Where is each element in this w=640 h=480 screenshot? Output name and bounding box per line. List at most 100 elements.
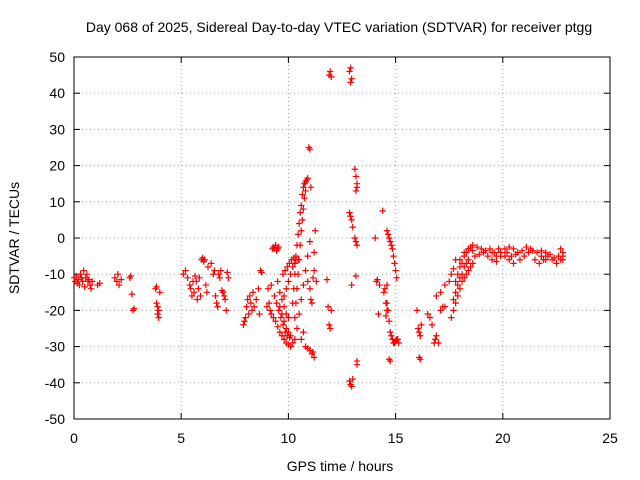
- data-point: [245, 310, 252, 318]
- data-point: [557, 245, 564, 253]
- data-point: [506, 243, 513, 251]
- data-point: [86, 281, 94, 289]
- y-axis-label: SDTVAR / TECUs: [6, 182, 22, 294]
- data-point: [446, 278, 453, 285]
- data-point: [437, 307, 444, 314]
- data-point: [469, 242, 476, 249]
- data-point: [327, 325, 334, 332]
- data-point: [347, 64, 354, 72]
- data-point: [555, 252, 562, 260]
- data-point: [270, 314, 277, 321]
- data-point: [435, 339, 442, 347]
- data-point: [283, 285, 290, 292]
- data-point: [293, 325, 301, 332]
- data-point: [276, 289, 284, 296]
- data-point: [437, 289, 444, 296]
- data-point: [516, 256, 524, 263]
- data-point: [310, 354, 318, 361]
- data-point: [184, 274, 191, 282]
- data-point: [214, 303, 221, 310]
- data-point: [441, 303, 449, 310]
- data-point: [87, 285, 95, 292]
- data-point: [538, 247, 545, 254]
- data-point: [216, 274, 223, 282]
- data-point: [224, 269, 231, 276]
- data-point: [302, 187, 309, 195]
- data-point: [480, 249, 487, 256]
- data-point: [271, 292, 278, 300]
- data-point: [306, 238, 314, 245]
- data-point: [300, 184, 307, 191]
- data-point: [387, 328, 394, 336]
- data-points: [70, 64, 567, 390]
- y-tick-label: 40: [49, 85, 65, 101]
- data-point: [196, 274, 203, 282]
- data-point: [114, 271, 122, 278]
- data-point: [387, 238, 394, 245]
- data-point: [325, 321, 333, 329]
- data-point: [533, 249, 541, 256]
- data-point: [279, 321, 287, 329]
- data-point: [111, 274, 118, 282]
- data-point: [194, 296, 201, 303]
- data-point: [89, 278, 96, 285]
- data-point: [391, 260, 398, 267]
- data-point: [276, 328, 284, 336]
- data-point: [307, 296, 315, 303]
- data-point: [255, 285, 262, 292]
- data-point: [461, 249, 468, 256]
- data-point: [244, 296, 251, 303]
- data-point: [348, 216, 355, 224]
- data-point: [243, 303, 250, 310]
- data-point: [523, 243, 530, 251]
- data-point: [328, 307, 335, 314]
- data-point: [383, 281, 391, 289]
- data-point: [465, 256, 472, 263]
- data-point: [352, 238, 360, 245]
- data-point: [285, 314, 292, 321]
- data-point: [512, 251, 519, 258]
- data-point: [542, 249, 549, 256]
- x-axis-tick-labels: 0 5 10 15 20 25: [70, 430, 618, 446]
- data-point: [351, 166, 359, 173]
- data-point: [448, 314, 455, 321]
- data-point: [497, 252, 504, 260]
- data-point: [256, 310, 263, 318]
- data-point: [521, 252, 528, 260]
- y-tick-label: -50: [45, 411, 65, 427]
- data-point: [278, 332, 286, 339]
- data-point: [306, 146, 314, 153]
- data-point: [182, 267, 189, 274]
- data-point: [274, 278, 281, 285]
- data-point: [82, 274, 89, 282]
- data-point: [265, 299, 273, 307]
- data-point: [280, 318, 288, 325]
- x-tick-label: 25: [602, 430, 618, 446]
- data-point: [454, 292, 461, 300]
- data-point: [249, 289, 257, 296]
- data-point: [531, 256, 539, 263]
- data-point: [294, 271, 302, 278]
- data-point: [195, 285, 202, 292]
- data-point: [155, 307, 162, 314]
- data-point: [559, 249, 567, 256]
- data-point: [240, 321, 247, 329]
- data-point: [72, 272, 80, 280]
- data-point: [469, 247, 476, 254]
- data-point: [428, 321, 436, 329]
- data-point: [281, 267, 289, 274]
- data-point: [476, 251, 483, 258]
- data-point: [153, 299, 160, 307]
- data-point: [454, 281, 461, 289]
- data-point: [375, 310, 382, 318]
- data-point: [130, 305, 138, 312]
- data-point: [272, 242, 279, 249]
- data-point: [246, 292, 254, 300]
- y-axis-tick-labels: -50 -40 -30 -20 -10 0 10 20 30 40 50: [45, 49, 65, 427]
- data-point: [493, 258, 500, 265]
- data-point: [203, 289, 211, 296]
- data-point: [272, 318, 279, 325]
- data-point: [559, 256, 567, 263]
- data-point: [280, 336, 288, 343]
